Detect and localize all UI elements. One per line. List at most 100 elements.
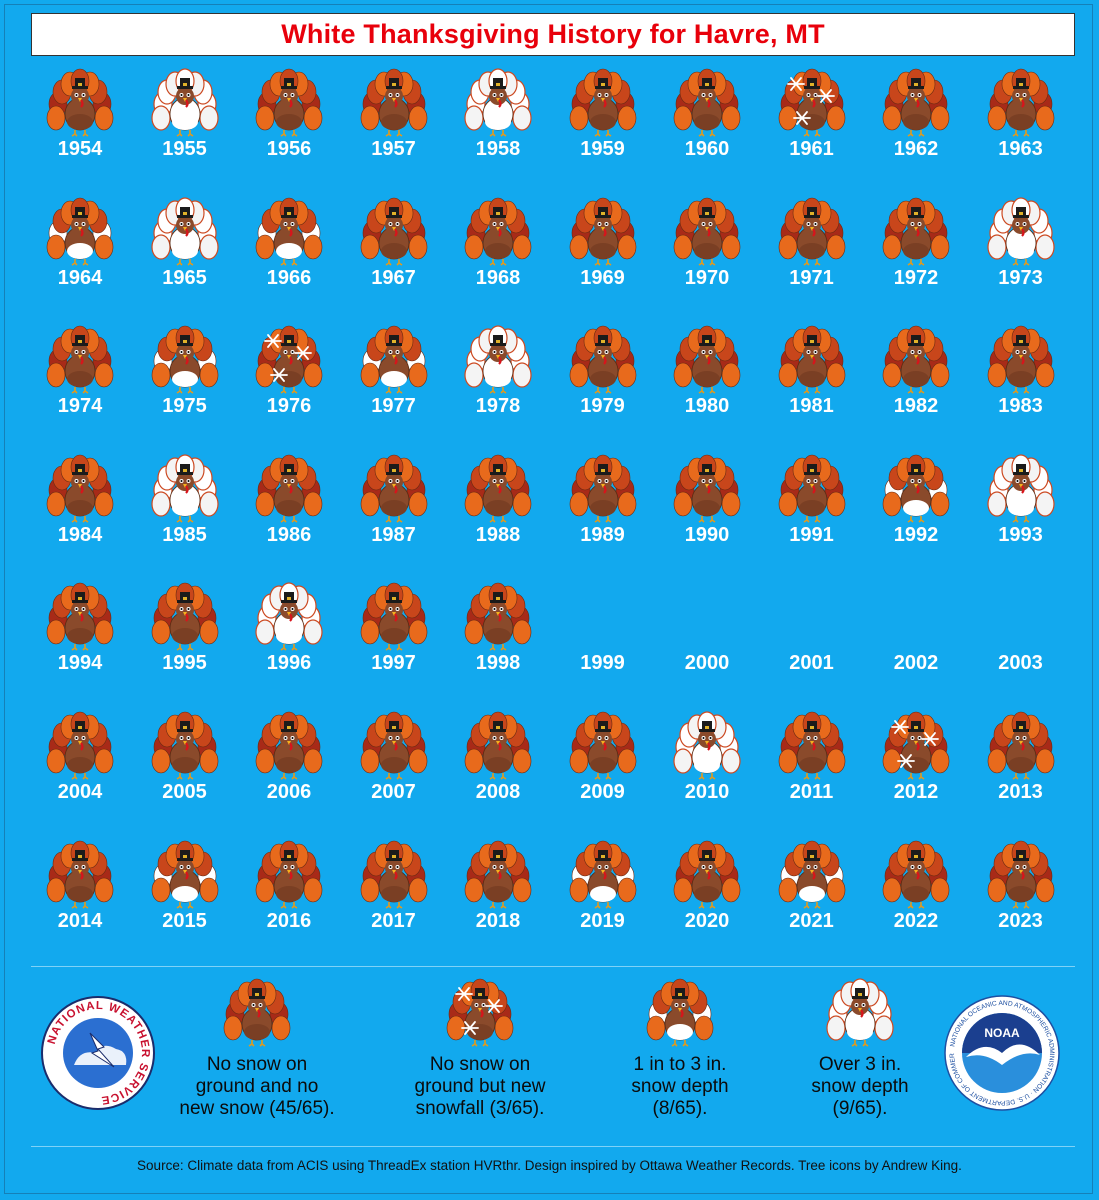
legend-item: 1 in to 3 in. snow depth (8/65).: [580, 978, 780, 1120]
year-label: 1988: [475, 523, 521, 546]
year-cell: 1978: [446, 325, 550, 427]
year-label: 2014: [57, 909, 103, 932]
year-label: 1978: [475, 395, 521, 418]
year-label: 2011: [789, 780, 834, 803]
year-cell: 2019: [551, 840, 655, 942]
year-cell: 1990: [655, 454, 759, 556]
turkey-icon: [778, 454, 845, 523]
year-label: 1981: [789, 395, 834, 418]
year-row: 2004 2005 2006 2007 2008 2009 2010 2011 2012 201…: [28, 711, 1078, 842]
turkey-light-snow-icon: [151, 840, 218, 909]
legend-caption-line: 1 in to 3 in.: [633, 1054, 727, 1075]
year-label: 1996: [266, 652, 312, 675]
legend-caption-line: (9/65).: [832, 1098, 888, 1119]
source-footer: Source: Climate data from ACIS using Thr…: [137, 1158, 962, 1173]
legend-caption-line: new snow (45/65).: [179, 1098, 335, 1119]
turkey-snowflakes-icon: [882, 711, 950, 780]
year-label: 2005: [162, 780, 207, 803]
year-cell: 1980: [655, 325, 759, 427]
turkey-icon: [360, 840, 427, 909]
year-label: 1973: [998, 266, 1043, 289]
year-row: 1994 1995 1996 1997 1998 1999 2000 2001 2002 2003: [28, 582, 1078, 713]
year-label: 1963: [998, 138, 1043, 160]
turkey-heavy-snow-icon: [150, 68, 219, 137]
year-cell: 1955: [133, 68, 237, 170]
year-cell: 1997: [342, 583, 446, 684]
noaa-label: NOAA: [984, 1026, 1020, 1040]
year-cell: 1964: [28, 197, 132, 299]
legend-item: No snow on ground but new snowfall (3/65).: [375, 978, 585, 1120]
turkey-icon: [882, 325, 950, 394]
year-label: 1977: [371, 395, 416, 418]
year-label: 1966: [266, 266, 312, 289]
year-cell: 1992: [864, 454, 968, 556]
year-label: 1998: [475, 652, 521, 675]
year-label: 1971: [789, 266, 834, 289]
year-label: 1982: [893, 395, 939, 418]
year-label: 1984: [57, 523, 103, 546]
year-label: 1970: [684, 266, 730, 289]
turkey-icon: [464, 840, 532, 909]
turkey-heavy-snow-icon: [673, 711, 741, 780]
year-cell: 1969: [551, 197, 655, 299]
noaa-logo: NOAA NATIONAL OCEANIC AND ATMOSPHERIC AD…: [942, 990, 1060, 1111]
legend-caption: No snow on ground and no new snow (45/65).: [152, 1054, 362, 1120]
year-cell: 1985: [133, 454, 237, 556]
year-cell: 2006: [237, 711, 341, 813]
year-label: 1986: [266, 523, 312, 546]
year-row: 1964 1965 1966 1967 1968 1969 1970 1971 1972 1973: [28, 196, 1078, 328]
turkey-icon: [360, 197, 427, 266]
legend-item: No snow on ground and no new snow (45/65).: [152, 978, 362, 1120]
legend-caption-line: ground and no: [195, 1076, 319, 1097]
turkey-icon: [464, 711, 532, 780]
year-label: 1960: [684, 138, 730, 160]
turkey-icon: [360, 583, 427, 652]
year-label: 1983: [998, 395, 1043, 418]
legend-caption-line: snow depth: [631, 1076, 729, 1097]
year-cell: 1954: [28, 68, 132, 170]
turkey-snowflakes-icon: [778, 68, 845, 137]
turkey-icon: [223, 978, 291, 1047]
year-label: 2006: [266, 780, 312, 803]
turkey-icon: [673, 840, 741, 909]
year-cell: 2020: [655, 840, 759, 942]
year-label: 2009: [580, 780, 625, 803]
turkey-icon: [882, 68, 950, 137]
year-cell: 2021: [760, 840, 864, 942]
year-cell: 1993: [969, 454, 1073, 556]
turkey-icon: [987, 68, 1054, 137]
page-frame: [4, 4, 1093, 1194]
year-label: 1956: [266, 138, 312, 160]
title-box: White Thanksgiving History for Havre, MT: [31, 13, 1075, 56]
turkey-icon: [673, 454, 741, 523]
legend-caption-line: (8/65).: [652, 1098, 708, 1119]
year-label: 2010: [684, 780, 730, 803]
year-cell: 2013: [969, 711, 1073, 813]
turkey-heavy-snow-icon: [986, 454, 1055, 523]
legend-caption-line: No snow on: [429, 1054, 531, 1075]
turkey-icon: [255, 711, 323, 780]
legend-caption-line: No snow on: [206, 1054, 308, 1075]
year-cell: 2002: [864, 584, 968, 684]
year-cell: 2004: [28, 711, 132, 813]
year-label: 1974: [57, 395, 103, 418]
turkey-snowflakes-icon: [446, 978, 514, 1047]
turkey-heavy-snow-icon: [255, 582, 323, 652]
turkey-icon: [673, 197, 741, 266]
year-label: 1959: [580, 138, 625, 160]
turkey-light-snow-icon: [255, 197, 323, 266]
year-cell: 1974: [28, 325, 132, 427]
legend-caption: No snow on ground but new snowfall (3/65).: [375, 1054, 585, 1120]
turkey-icon: [987, 711, 1054, 780]
turkey-icon: [464, 583, 532, 652]
year-label: 1976: [266, 395, 312, 418]
turkey-icon: [569, 197, 636, 266]
year-label: 1958: [475, 138, 521, 160]
year-label: 2020: [684, 909, 730, 932]
turkey-icon: [569, 325, 636, 394]
year-cell: 1973: [969, 196, 1073, 299]
year-cell: 1988: [446, 454, 550, 556]
year-cell: 1956: [237, 68, 341, 170]
year-row: 1984 1985 1986 1987 1988 1989 1990 1991 1992 1993: [28, 454, 1078, 585]
year-cell: 1995: [133, 583, 237, 684]
